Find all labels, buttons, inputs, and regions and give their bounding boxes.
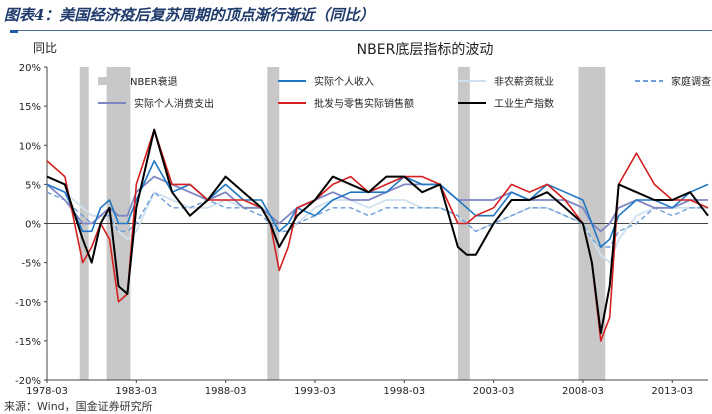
legend-label: 批发与零售实际销售额	[314, 97, 414, 110]
title-rule	[10, 30, 712, 31]
chart-title: NBER底层指标的波动	[357, 42, 494, 58]
x-tick-label: 1993-03	[294, 386, 336, 397]
source-note: 来源：Wind，国金证券研究所	[4, 400, 153, 413]
y-tick-label: 20%	[19, 63, 41, 74]
x-tick-label: 1998-03	[383, 386, 425, 397]
y-tick-label: -5%	[22, 259, 41, 270]
legend-swatch-recession	[98, 77, 126, 85]
series-line-personal-income	[46, 160, 709, 248]
series-line-household-survey	[46, 191, 708, 248]
legend-label: NBER衰退	[130, 75, 178, 88]
series-line-consumer-spending	[46, 175, 708, 233]
legend-label: 实际个人消费支出	[134, 97, 214, 110]
legend-label: 工业生产指数	[494, 97, 554, 110]
y-tick-label: 0%	[25, 220, 41, 231]
x-tick-label: 2008-03	[562, 386, 604, 397]
legend-label: 实际个人收入	[314, 75, 374, 88]
x-tick-label: 1983-03	[115, 386, 157, 397]
y-tick-label: -20%	[15, 376, 41, 387]
y-tick-label: 10%	[19, 141, 41, 152]
legend-label: 非农薪资就业	[494, 75, 554, 88]
title-rule-mark	[10, 30, 18, 33]
figure-title: 图表4：美国经济疫后复苏周期的顶点渐行渐近（同比）	[4, 6, 375, 24]
x-tick-label: 1978-03	[26, 386, 68, 397]
legend-label: 家庭调查	[671, 75, 711, 88]
line-chart: 20% 15% 10% 5% 0% -5% -10% -15% -20%1978-03 1983-…	[15, 41, 711, 397]
y-tick-label: 15%	[19, 102, 41, 113]
y-tick-label: -15%	[15, 337, 41, 348]
series-line-industrial-production	[46, 128, 709, 335]
x-tick-label: 2003-03	[473, 386, 515, 397]
y-axis-label: 同比	[33, 41, 57, 55]
x-tick-label: 2013-03	[651, 386, 693, 397]
x-tick-label: 1988-03	[205, 386, 247, 397]
y-tick-label: 5%	[25, 180, 41, 191]
y-tick-label: -10%	[15, 298, 41, 309]
